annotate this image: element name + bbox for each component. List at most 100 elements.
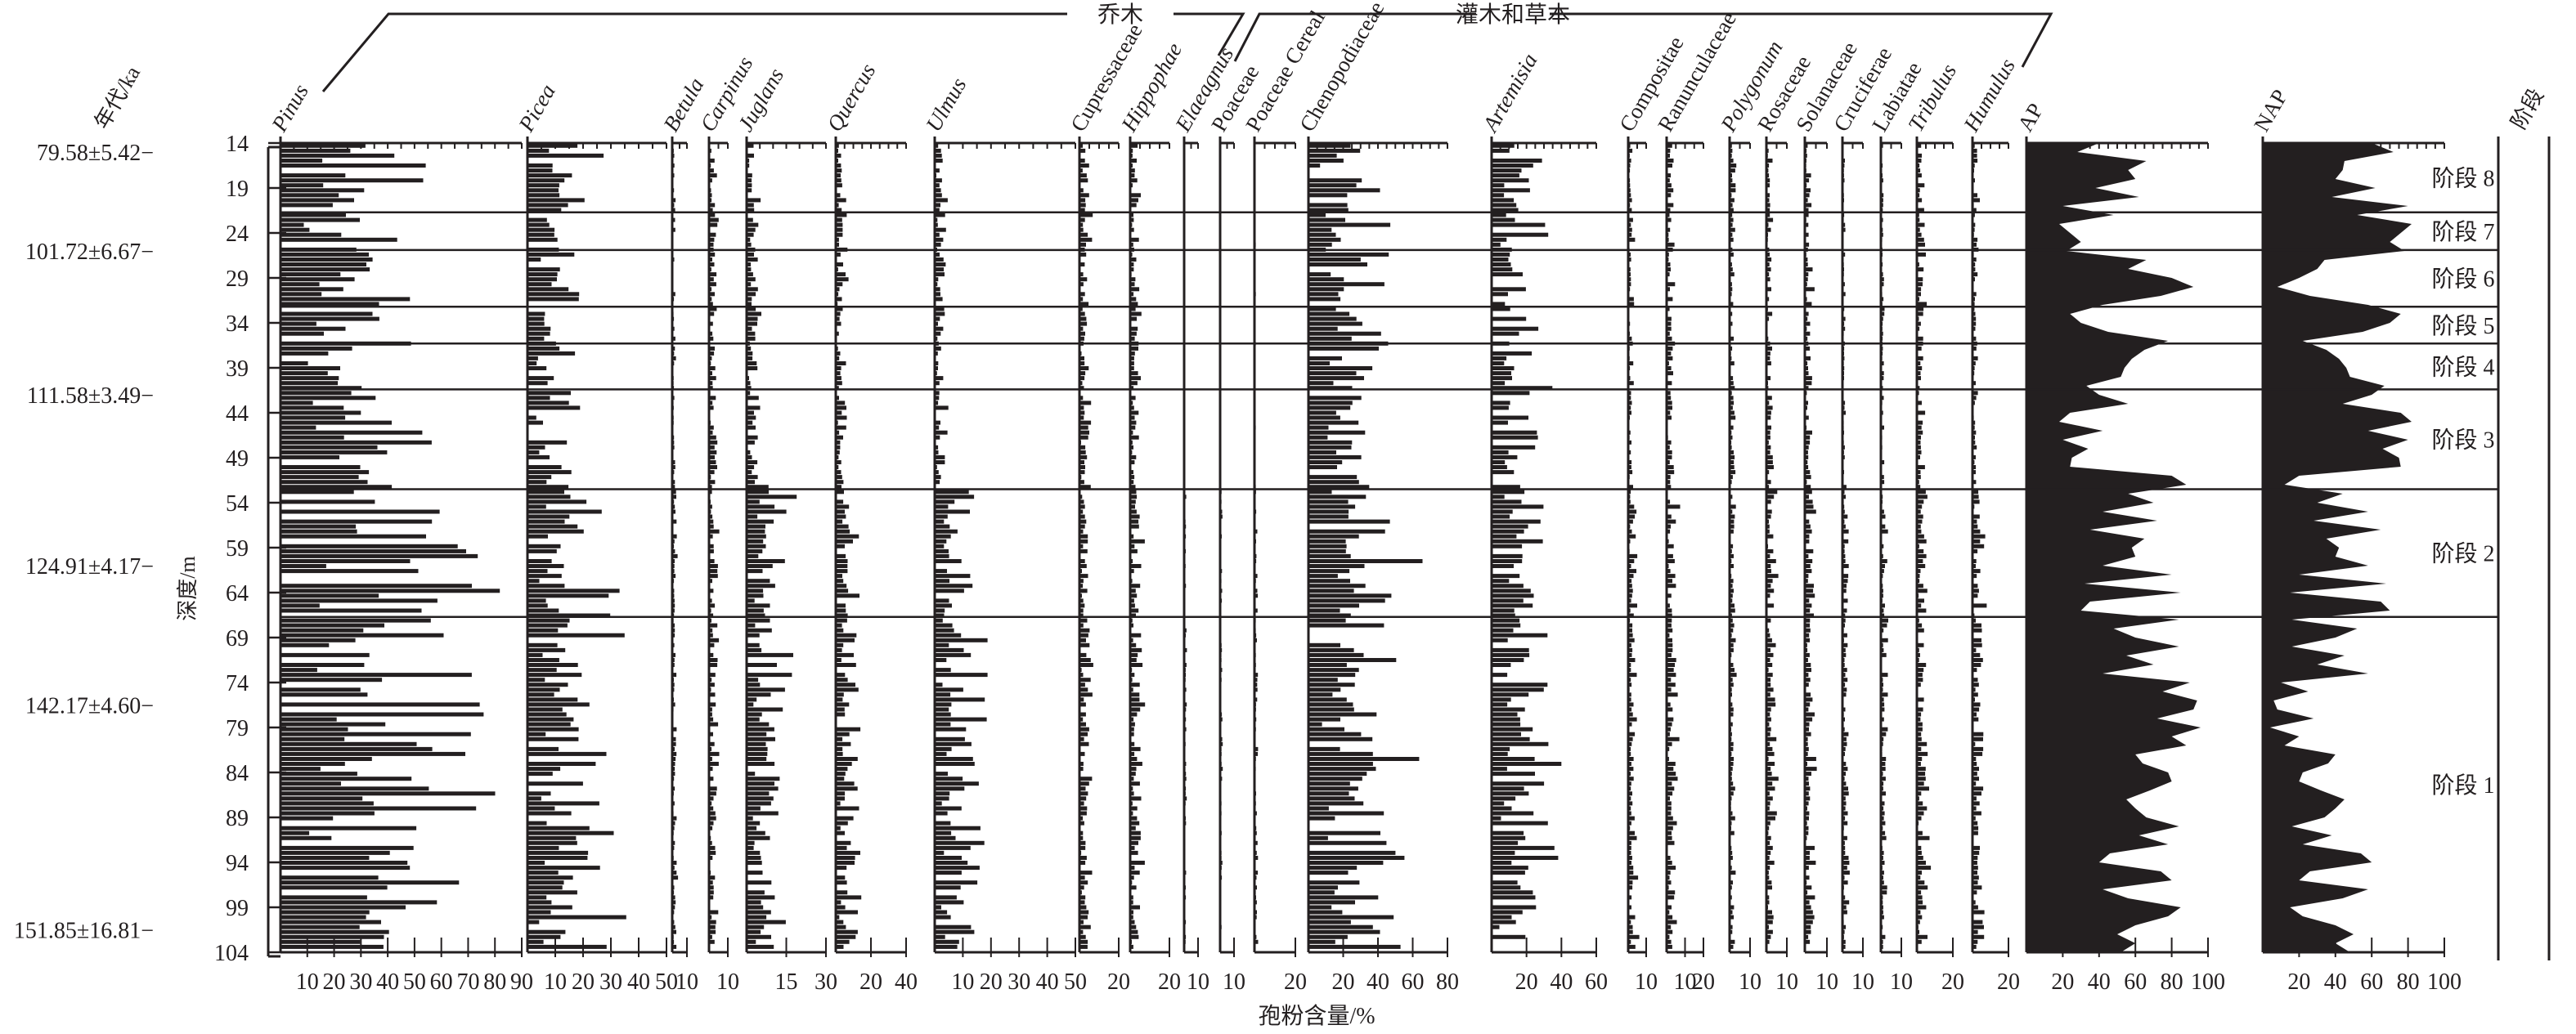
sample-bar	[1492, 835, 1526, 840]
sample-bar	[1842, 811, 1848, 816]
sample-bar	[527, 687, 560, 692]
sample-bar	[1805, 668, 1811, 673]
sample-bar	[709, 821, 714, 826]
sample-bar	[935, 915, 951, 920]
sample-bar	[1805, 835, 1807, 840]
sample-bar	[1805, 430, 1812, 435]
sample-bar	[1805, 712, 1815, 717]
sample-bar	[1667, 905, 1672, 910]
sample-bar	[1079, 850, 1082, 855]
sample-bar	[1972, 297, 1975, 302]
sample-bar	[1628, 811, 1631, 816]
sample-bar	[280, 213, 346, 217]
sample-bar	[1492, 381, 1506, 386]
sample-bar	[836, 727, 861, 732]
sample-bar	[1730, 732, 1732, 736]
sample-bar	[1184, 480, 1186, 485]
sample-bar	[935, 633, 962, 638]
sample-bar	[747, 450, 751, 454]
sample-bar	[1130, 539, 1145, 544]
sample-bar	[1628, 786, 1631, 791]
sample-bar	[1917, 435, 1921, 440]
sample-bar	[1842, 331, 1844, 336]
sample-bar	[527, 746, 559, 751]
sample-bar	[1254, 866, 1256, 871]
sample-bar	[280, 361, 308, 365]
sample-bar	[280, 178, 424, 183]
sample-bar	[1766, 569, 1771, 574]
sample-bar	[1628, 850, 1631, 855]
sample-bar	[1079, 529, 1084, 534]
sample-bar	[1842, 929, 1845, 934]
sample-bar	[1881, 647, 1884, 652]
sample-bar	[747, 391, 751, 396]
sample-bar	[1842, 746, 1846, 751]
sample-bar	[1130, 252, 1133, 257]
sample-bar	[747, 415, 756, 420]
sample-bar	[709, 336, 714, 341]
sample-bar	[1628, 830, 1635, 835]
tick-label: 20	[323, 969, 346, 995]
sample-bar	[1917, 608, 1927, 613]
sample-bar	[280, 786, 429, 791]
panel-poaceae: 10	[1218, 137, 1245, 995]
sample-bar	[836, 524, 849, 529]
sample-bar	[1842, 574, 1849, 579]
sample-bar	[280, 900, 438, 905]
sample-bar	[747, 830, 765, 835]
sample-bar	[672, 613, 675, 618]
sample-bar	[1842, 356, 1845, 360]
sample-bar	[1628, 875, 1639, 880]
sample-bar	[1079, 445, 1086, 450]
sample-bar	[280, 316, 379, 321]
sample-bar	[1492, 534, 1517, 539]
sample-bar	[1628, 924, 1633, 929]
sample-bar	[1972, 321, 1977, 326]
sample-bar	[1842, 272, 1844, 277]
sample-bar	[836, 574, 842, 579]
sample-bar	[1881, 460, 1885, 464]
sample-bar	[935, 553, 949, 558]
sample-bar	[1730, 683, 1734, 687]
sample-bar	[1766, 485, 1770, 490]
sample-bar	[280, 163, 426, 168]
sample-bar	[672, 544, 675, 548]
sample-bar	[1881, 856, 1883, 860]
sample-bar	[527, 445, 545, 450]
sample-bar	[1308, 732, 1362, 736]
sample-bar	[1805, 485, 1811, 490]
sample-bar	[1805, 875, 1810, 880]
sample-bar	[836, 866, 847, 871]
sample-bar	[1184, 939, 1186, 944]
sample-bar	[747, 544, 766, 548]
sample-bar	[1766, 934, 1771, 939]
sample-bar	[280, 741, 417, 746]
sample-bar	[1220, 673, 1221, 678]
sample-bar	[1972, 262, 1976, 266]
sample-bar	[836, 772, 846, 777]
tick-label: 40	[1550, 969, 1573, 995]
sample-bar	[1130, 746, 1141, 751]
sample-bar	[1628, 741, 1632, 746]
sample-bar	[1667, 642, 1673, 647]
sample-bar	[1917, 346, 1922, 351]
sample-bar	[1766, 509, 1772, 514]
sample-bar	[672, 445, 675, 450]
sample-bar	[1842, 420, 1844, 425]
sample-bar	[1842, 598, 1848, 603]
sample-bar	[1254, 658, 1256, 662]
sample-bar	[747, 736, 775, 741]
sample-bar	[1881, 658, 1883, 662]
sample-bar	[1628, 821, 1631, 826]
sample-bar	[1308, 668, 1359, 673]
sample-bar	[1079, 366, 1089, 370]
sample-bar	[1492, 574, 1520, 579]
sample-bar	[527, 252, 575, 257]
sample-bar	[709, 440, 718, 445]
sample-bar	[1917, 465, 1925, 469]
sample-bar	[747, 613, 765, 618]
sample-bar	[1972, 687, 1976, 692]
sample-bar	[1842, 924, 1847, 929]
sample-bar	[747, 732, 767, 736]
sample-bar	[709, 712, 712, 717]
